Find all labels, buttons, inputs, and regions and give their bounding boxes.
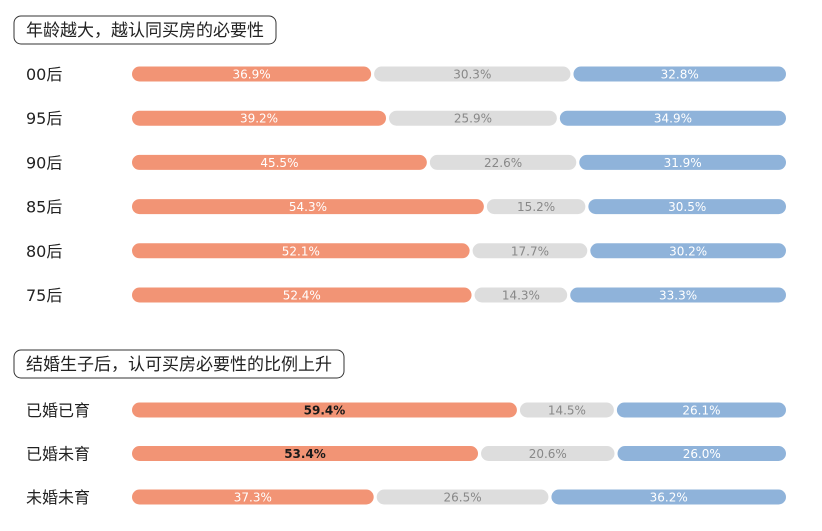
bar-segment-series-1	[132, 66, 372, 82]
data-label: 25.9%	[454, 112, 492, 126]
data-label: 36.9%	[232, 68, 270, 82]
data-label: 52.4%	[283, 289, 321, 303]
data-label: 39.2%	[240, 112, 278, 126]
bar-segment-series-2	[519, 402, 614, 418]
bar-segment-series-3	[551, 489, 786, 505]
bar-segment-series-3	[588, 199, 786, 215]
data-label: 32.8%	[661, 68, 699, 82]
bar-segment-series-2	[474, 287, 568, 303]
category-label: 未婚未育	[26, 488, 90, 507]
data-label: 54.3%	[289, 200, 327, 214]
data-label: 26.5%	[444, 491, 482, 505]
data-label: 30.5%	[668, 200, 706, 214]
bar-segment-series-3	[573, 66, 786, 82]
data-label: 30.3%	[453, 68, 491, 82]
bar-segment-series-1	[132, 110, 387, 126]
data-label: 14.3%	[502, 289, 540, 303]
data-label: 22.6%	[484, 156, 522, 170]
bar-segment-series-3	[616, 402, 786, 418]
category-label: 90后	[26, 153, 62, 172]
bar-segment-series-1	[132, 287, 472, 303]
bar-segment-series-1	[132, 489, 374, 505]
data-label: 52.1%	[282, 244, 320, 258]
category-label: 已婚已育	[26, 401, 90, 420]
bar-segment-series-2	[481, 446, 615, 461]
data-label: 14.5%	[548, 404, 586, 418]
data-label: 26.0%	[683, 447, 721, 461]
chart-title-box	[13, 15, 277, 45]
bar-segment-series-2	[374, 66, 571, 82]
data-label: 26.1%	[682, 404, 720, 418]
bar-segment-series-3	[579, 154, 786, 170]
bar-segment-series-2	[429, 154, 577, 170]
data-label: 45.5%	[260, 156, 298, 170]
bar-segment-series-2	[472, 243, 588, 259]
data-label: 53.4%	[284, 447, 326, 461]
category-label: 00后	[26, 65, 62, 84]
chart-title-box	[13, 349, 345, 379]
bar-segment-series-3	[570, 287, 786, 303]
data-label: 33.3%	[659, 289, 697, 303]
bar-segment-series-1	[132, 154, 427, 170]
data-label: 20.6%	[529, 447, 567, 461]
data-label: 31.9%	[664, 156, 702, 170]
data-label: 37.3%	[234, 491, 272, 505]
bar-segment-series-1	[132, 402, 517, 418]
data-label: 59.4%	[304, 404, 346, 418]
data-label: 15.2%	[517, 200, 555, 214]
bar-segment-series-3	[559, 110, 786, 126]
bar-segment-series-2	[389, 110, 557, 126]
chart-title: 年龄越大，越认同买房的必要性	[26, 21, 264, 41]
data-label: 30.2%	[669, 244, 707, 258]
bar-segment-series-2	[486, 199, 586, 215]
bar-segment-series-1	[132, 199, 484, 215]
bar-segment-series-1	[132, 243, 470, 259]
data-label: 17.7%	[511, 244, 549, 258]
category-label: 95后	[26, 109, 62, 128]
chart-title: 结婚生子后，认可买房必要性的比例上升	[26, 355, 332, 375]
bar-segment-series-2	[376, 489, 549, 505]
bar-segment-series-3	[590, 243, 786, 259]
category-label: 已婚未育	[26, 445, 90, 464]
data-label: 34.9%	[654, 112, 692, 126]
bar-segment-series-1	[132, 446, 479, 461]
bar-segment-series-3	[617, 446, 786, 461]
category-label: 75后	[26, 286, 62, 305]
category-label: 80后	[26, 242, 62, 261]
category-label: 85后	[26, 198, 62, 217]
data-label: 36.2%	[650, 491, 688, 505]
